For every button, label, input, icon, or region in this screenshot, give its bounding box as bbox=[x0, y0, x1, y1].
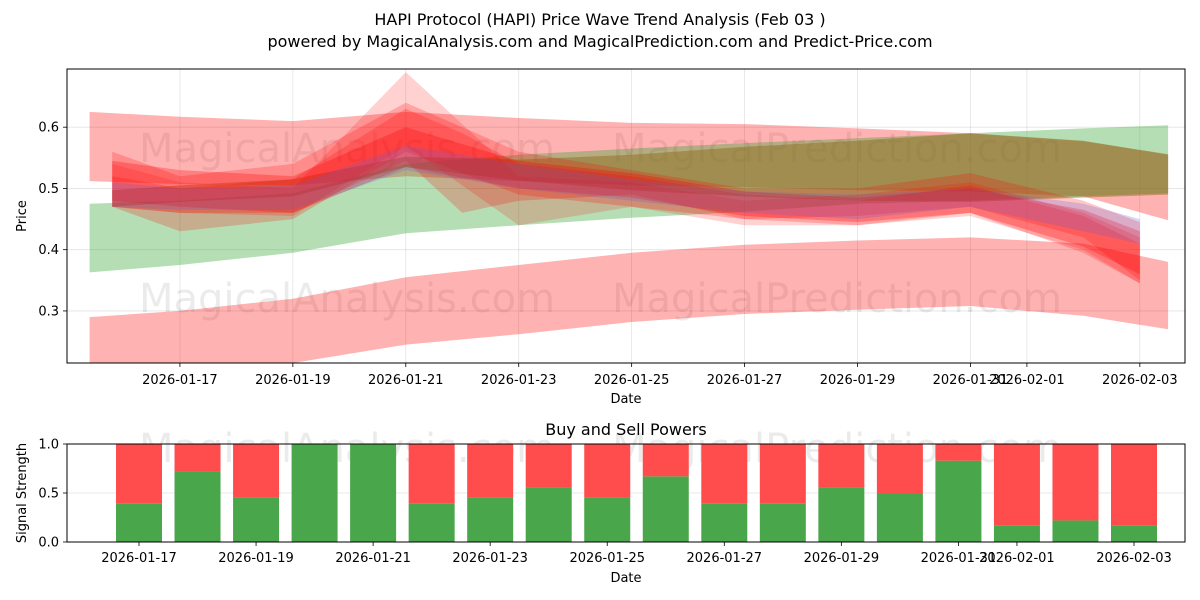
price-y-ticks: 0.3 0.4 0.5 0.6 bbox=[38, 121, 67, 319]
watermark: MagicalPrediction.com bbox=[612, 276, 1062, 322]
price-band-7 bbox=[112, 72, 1140, 284]
sell-bar bbox=[116, 444, 162, 504]
x-tick-label: 2026-01-23 bbox=[481, 373, 557, 388]
price-band-1 bbox=[89, 111, 1169, 221]
buy-bar bbox=[993, 525, 1040, 542]
sell-bar bbox=[584, 444, 631, 498]
sell-bar bbox=[701, 444, 748, 504]
price-band-6 bbox=[112, 102, 1140, 281]
price-grid bbox=[67, 69, 1185, 363]
buy-bar bbox=[818, 487, 865, 542]
buy-bar bbox=[1052, 520, 1099, 542]
price-band-4 bbox=[112, 133, 1169, 207]
x-tick-label: 2026-01-31 bbox=[933, 373, 1009, 388]
y-tick-label: 0.5 bbox=[38, 487, 59, 502]
chart-title: HAPI Protocol (HAPI) Price Wave Trend An… bbox=[374, 10, 825, 29]
sell-bar bbox=[759, 444, 806, 504]
x-tick-label: 2026-01-23 bbox=[452, 551, 528, 566]
sell-bar bbox=[876, 444, 923, 493]
buy-bar bbox=[174, 471, 221, 542]
buy-bar bbox=[701, 503, 748, 542]
buy-bar bbox=[525, 487, 572, 542]
price-plot: MagicalAnalysis.com MagicalPrediction.co… bbox=[15, 68, 1186, 407]
chart-subtitle: powered by MagicalAnalysis.com and Magic… bbox=[267, 32, 932, 51]
buy-bar bbox=[759, 503, 806, 542]
sell-bar bbox=[467, 444, 514, 498]
buy-bar bbox=[642, 476, 689, 542]
sell-bar bbox=[1111, 444, 1157, 526]
x-tick-label: 2026-02-01 bbox=[979, 551, 1055, 566]
price-band-2 bbox=[89, 125, 1169, 273]
y-tick-label: 0.0 bbox=[38, 536, 59, 551]
signal-plot: Buy and Sell Powers MagicalAnalysis.com … bbox=[15, 420, 1186, 586]
y-tick-label: 0.5 bbox=[38, 182, 59, 197]
x-tick-label: 2026-01-21 bbox=[368, 373, 444, 388]
buy-bar bbox=[408, 503, 455, 542]
y-tick-label: 1.0 bbox=[38, 438, 59, 453]
signal-y-ticks: 0.0 0.5 1.0 bbox=[38, 438, 67, 551]
sell-bar bbox=[935, 444, 982, 461]
sell-bar bbox=[1052, 444, 1099, 521]
signal-x-ticks: 2026-01-17 2026-01-19 2026-01-21 2026-01-23… bbox=[101, 542, 1172, 566]
x-tick-label: 2026-01-29 bbox=[820, 373, 896, 388]
sell-bar bbox=[525, 444, 572, 488]
x-tick-label: 2026-01-19 bbox=[218, 551, 294, 566]
y-tick-label: 0.4 bbox=[38, 243, 59, 258]
signal-title: Buy and Sell Powers bbox=[545, 420, 707, 439]
x-tick-label: 2026-01-25 bbox=[594, 373, 670, 388]
buy-bar bbox=[467, 497, 514, 542]
x-tick-label: 2026-01-27 bbox=[687, 551, 763, 566]
x-tick-label: 2026-01-29 bbox=[804, 551, 880, 566]
sell-bar bbox=[174, 444, 221, 472]
price-band-9 bbox=[112, 145, 1140, 244]
watermark: MagicalAnalysis.com bbox=[139, 276, 555, 322]
buy-bar bbox=[935, 460, 982, 542]
price-x-axis-label: Date bbox=[610, 392, 641, 407]
watermark: MagicalPrediction.com bbox=[612, 126, 1062, 172]
buy-bar bbox=[876, 493, 923, 542]
sell-bar bbox=[818, 444, 865, 488]
x-tick-label: 2026-02-03 bbox=[1102, 373, 1178, 388]
buy-bar bbox=[584, 497, 631, 542]
price-series bbox=[89, 72, 1169, 363]
x-tick-label: 2026-01-25 bbox=[569, 551, 645, 566]
watermark: MagicalAnalysis.com bbox=[139, 126, 555, 172]
buy-bar bbox=[291, 444, 338, 542]
price-watermarks: MagicalAnalysis.com MagicalPrediction.co… bbox=[139, 126, 1062, 322]
price-x-ticks: 2026-01-17 2026-01-19 2026-01-21 2026-01-23… bbox=[142, 363, 1178, 388]
signal-y-axis-label: Signal Strength bbox=[15, 443, 30, 543]
buy-bar bbox=[1111, 525, 1157, 542]
buy-bar bbox=[233, 497, 280, 542]
signal-x-axis-label: Date bbox=[610, 571, 641, 586]
x-tick-label: 2026-02-03 bbox=[1096, 551, 1172, 566]
x-tick-label: 2026-01-17 bbox=[101, 551, 177, 566]
x-tick-label: 2026-02-01 bbox=[989, 373, 1065, 388]
x-tick-label: 2026-01-31 bbox=[921, 551, 997, 566]
y-tick-label: 0.6 bbox=[38, 121, 59, 136]
x-tick-label: 2026-01-21 bbox=[335, 551, 411, 566]
x-tick-label: 2026-01-19 bbox=[255, 373, 331, 388]
signal-bars bbox=[116, 444, 1157, 542]
sell-bar bbox=[642, 444, 689, 477]
x-tick-label: 2026-01-17 bbox=[142, 373, 218, 388]
buy-bar bbox=[350, 444, 397, 542]
price-band-5 bbox=[112, 127, 1140, 275]
y-tick-label: 0.3 bbox=[38, 304, 59, 319]
sell-bar bbox=[993, 444, 1040, 526]
price-band-8 bbox=[112, 108, 1140, 284]
sell-bar bbox=[408, 444, 455, 504]
x-tick-label: 2026-01-27 bbox=[707, 373, 783, 388]
sell-bar bbox=[233, 444, 280, 498]
price-y-axis-label: Price bbox=[15, 200, 30, 232]
price-plot-frame bbox=[67, 69, 1185, 363]
buy-bar bbox=[116, 503, 162, 542]
price-band-3 bbox=[89, 237, 1169, 363]
